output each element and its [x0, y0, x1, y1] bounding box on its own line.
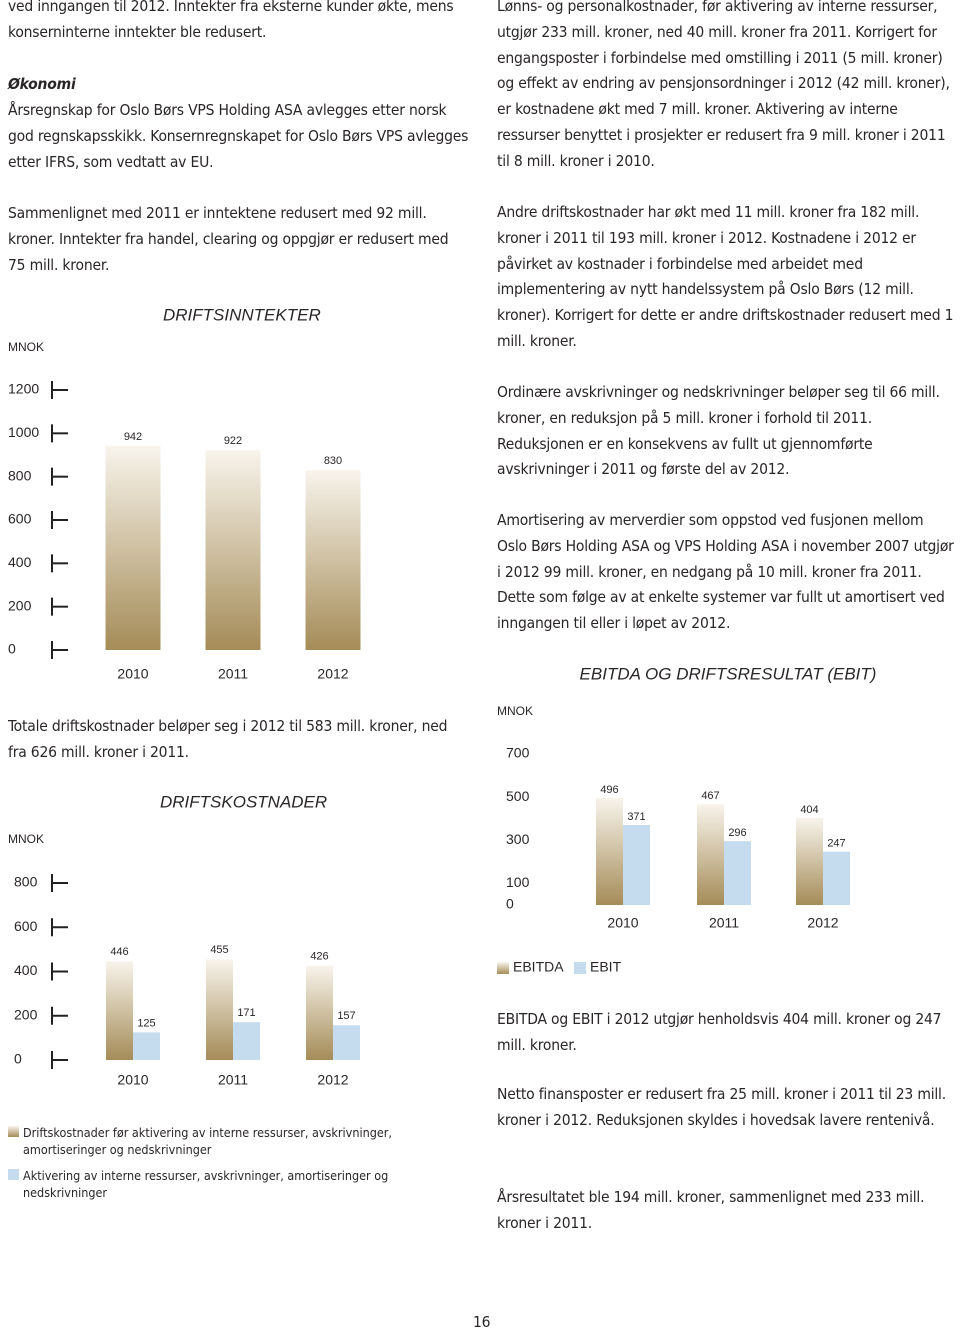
value-label: 371 [627, 811, 645, 823]
tick-mark [51, 962, 68, 981]
tick-mark [51, 641, 68, 659]
value-label: 125 [137, 1017, 155, 1029]
bar [823, 851, 850, 905]
legend-entry: EBITDA [513, 959, 564, 975]
y-axis-label: MNOK [8, 832, 44, 846]
y-axis-label: MNOK [497, 704, 533, 718]
x-tick-label: 2012 [317, 666, 348, 682]
x-tick-label: 2012 [807, 915, 838, 931]
x-tick-label: 2010 [607, 915, 638, 931]
y-tick-label: 1200 [8, 381, 39, 397]
chart-title: EBITDA OG DRIFTSRESULTAT (EBIT) [580, 664, 877, 683]
value-label: 830 [324, 455, 342, 467]
paragraph: ved inngangen til 2012. Inntekter fra ek… [8, 0, 454, 41]
paragraph: Andre driftskostnader har økt med 11 mil… [497, 203, 954, 350]
y-tick-label: 500 [506, 788, 530, 804]
legend-entry: Aktivering av interne ressurser, avskriv… [23, 1168, 389, 1200]
y-tick-label: 600 [14, 918, 38, 934]
bar [233, 1022, 260, 1060]
y-tick-label: 700 [506, 745, 530, 761]
paragraph: Totale driftskostnader beløper seg i 201… [8, 717, 448, 761]
value-label: 296 [728, 827, 746, 839]
y-axis-label: MNOK [8, 340, 44, 354]
legend-swatch [8, 1169, 19, 1180]
value-label: 467 [701, 790, 719, 802]
y-tick-label: 0 [14, 1051, 22, 1067]
y-tick-label: 800 [8, 467, 32, 483]
value-label: 922 [224, 435, 242, 447]
y-tick-label: 400 [8, 554, 32, 570]
bar [206, 959, 233, 1060]
chart-title: DRIFTSINNTEKTER [163, 305, 321, 324]
x-tick-label: 2010 [117, 666, 148, 682]
tick-mark [51, 554, 68, 573]
bar [133, 1032, 160, 1060]
tick-mark [51, 918, 68, 937]
legend-entry: Driftskostnader før aktivering av intern… [23, 1125, 392, 1157]
paragraph: Lønns- og personalkostnader, før aktiver… [497, 0, 950, 170]
legend-swatch [497, 962, 509, 974]
paragraph: EBITDA og EBIT i 2012 utgjør henholdsvis… [497, 1010, 942, 1054]
bar [697, 804, 724, 905]
y-tick-label: 400 [14, 962, 38, 978]
bar [106, 961, 133, 1060]
bar [623, 824, 650, 905]
y-tick-label: 0 [8, 641, 16, 657]
y-tick-label: 600 [8, 511, 32, 527]
x-tick-label: 2012 [317, 1072, 348, 1088]
y-tick-label: 200 [14, 1006, 38, 1022]
y-tick-label: 100 [506, 874, 530, 890]
bar [305, 470, 361, 650]
y-tick-label: 1000 [8, 424, 39, 440]
tick-mark [51, 597, 68, 616]
value-label: 171 [237, 1007, 255, 1019]
tick-mark [51, 511, 68, 529]
paragraph: Årsregnskap for Oslo Børs VPS Holding AS… [8, 101, 469, 171]
tick-mark [51, 424, 68, 443]
y-tick-label: 200 [8, 597, 32, 613]
y-tick-label: 800 [14, 874, 38, 890]
tick-mark [51, 1051, 68, 1069]
value-label: 404 [800, 804, 818, 816]
paragraph: Amortisering av merverdier som oppstod v… [497, 511, 954, 633]
page-number: 16 [473, 1313, 491, 1331]
bar [596, 798, 623, 905]
paragraph: Netto finansposter er redusert fra 25 mi… [497, 1085, 946, 1129]
tick-mark [51, 381, 68, 399]
legend-entry: EBIT [590, 959, 622, 975]
tick-mark [51, 467, 68, 486]
bar [205, 450, 261, 650]
legend-swatch [8, 1126, 19, 1137]
value-label: 446 [110, 946, 128, 958]
value-label: 157 [337, 1010, 355, 1022]
bar [306, 965, 333, 1060]
tick-mark [51, 1006, 68, 1025]
x-tick-label: 2011 [218, 666, 248, 682]
value-label: 455 [210, 944, 228, 956]
value-label: 247 [827, 838, 845, 850]
bar [333, 1025, 360, 1060]
legend-swatch [574, 962, 586, 974]
bar [796, 817, 823, 905]
chart-title: DRIFTSKOSTNADER [160, 792, 327, 811]
paragraph: Årsresultatet ble 194 mill. kroner, samm… [497, 1188, 925, 1232]
heading: Økonomi [8, 75, 76, 93]
y-tick-label: 300 [506, 831, 530, 847]
value-label: 496 [600, 784, 618, 796]
x-tick-label: 2011 [218, 1072, 248, 1088]
value-label: 426 [310, 951, 328, 963]
value-label: 942 [124, 431, 142, 443]
x-tick-label: 2011 [709, 915, 739, 931]
tick-mark [51, 874, 68, 892]
bar [105, 445, 161, 650]
y-tick-label: 0 [506, 896, 514, 912]
x-tick-label: 2010 [117, 1072, 148, 1088]
paragraph: Sammenlignet med 2011 er inntektene redu… [8, 204, 449, 274]
bar [724, 841, 751, 905]
paragraph: Ordinære avskrivninger og nedskrivninger… [497, 383, 940, 479]
